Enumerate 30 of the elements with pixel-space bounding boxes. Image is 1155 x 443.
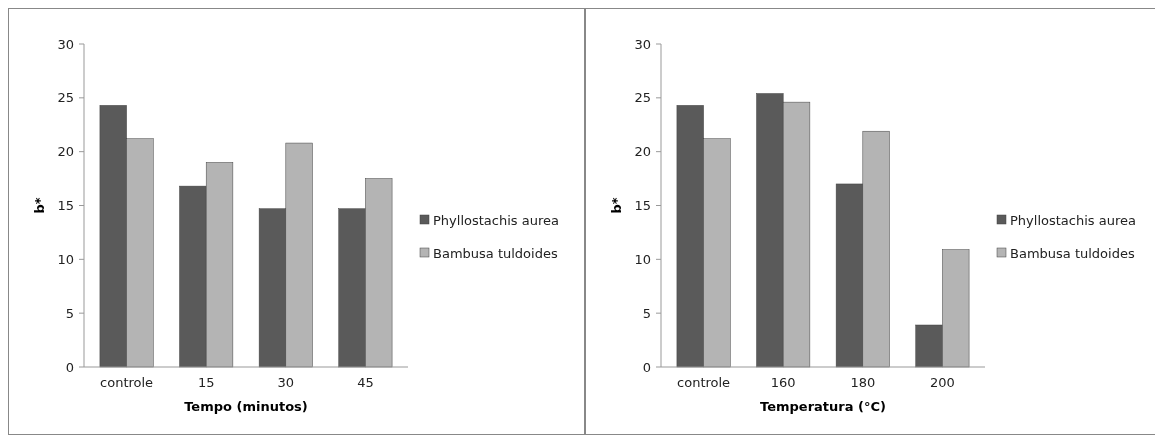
y-tick-label: 5: [642, 305, 651, 321]
y-tick-label: 15: [57, 198, 74, 214]
y-tick-label: 15: [634, 198, 651, 214]
y-tick-label: 0: [65, 359, 74, 375]
y-tick-label: 20: [57, 144, 74, 160]
x-tick-label: controle: [677, 375, 731, 390]
y-tick-label: 30: [634, 36, 651, 52]
y-tick-label: 25: [57, 90, 74, 106]
y-tick-label: 10: [634, 251, 651, 267]
y-tick-label: 5: [65, 305, 74, 321]
y-tick-label: 25: [634, 90, 651, 106]
x-axis-title: Temperatura (°C): [760, 399, 886, 414]
y-tick-label: 0: [642, 359, 651, 375]
y-axis-title: b*: [609, 197, 624, 214]
legend-label: Bambusa tuldoides: [1010, 245, 1135, 261]
x-tick-label: 45: [357, 375, 374, 390]
y-tick-label: 10: [57, 251, 74, 267]
x-tick-label: 15: [197, 375, 215, 390]
x-tick-label: 160: [770, 375, 796, 390]
x-tick-label: 30: [277, 375, 295, 390]
x-tick-label: 180: [850, 375, 876, 390]
y-axis-title: b*: [32, 197, 47, 214]
x-tick-label: controle: [100, 375, 154, 390]
x-axis-title: Tempo (minutos): [184, 399, 308, 414]
legend-label: Phyllostachis aurea: [1010, 212, 1136, 228]
x-tick-label: 200: [930, 375, 955, 390]
legend-label: Phyllostachis aurea: [433, 212, 559, 228]
legend-label: Bambusa tuldoides: [433, 245, 558, 261]
y-tick-label: 20: [634, 144, 651, 160]
y-tick-label: 30: [57, 36, 74, 52]
